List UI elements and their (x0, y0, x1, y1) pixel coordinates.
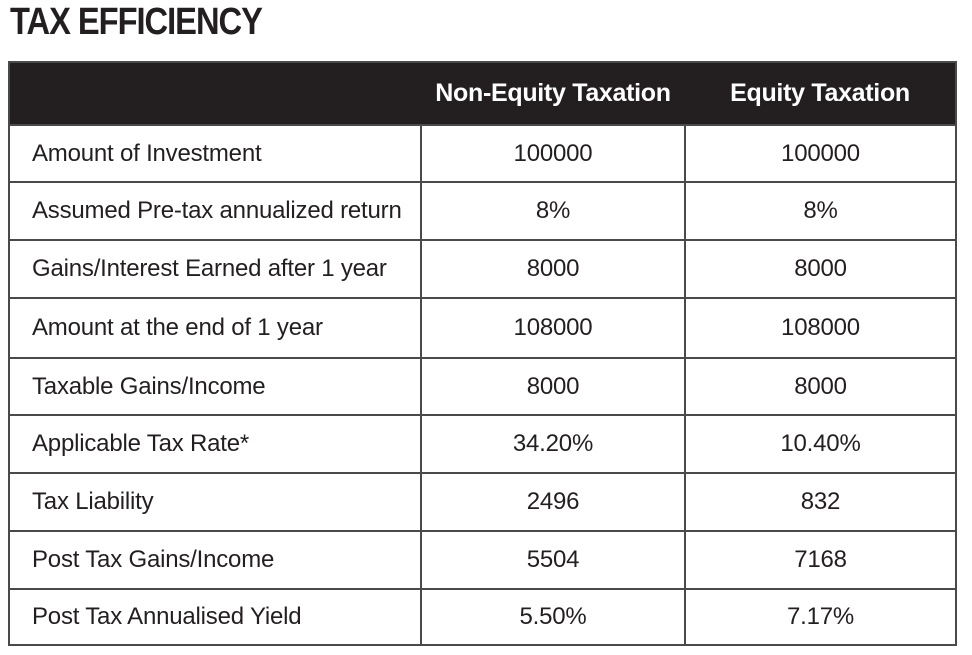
row-label: Gains/Interest Earned after 1 year (8, 239, 422, 299)
equity-value: 8% (684, 181, 957, 241)
non-equity-value: 34.20% (420, 414, 686, 474)
equity-value: 832 (684, 472, 957, 532)
row-label: Assumed Pre-tax annualized return (8, 181, 422, 241)
table-row: Assumed Pre-tax annualized return 8% 8% (8, 181, 957, 241)
row-label: Post Tax Gains/Income (8, 530, 422, 590)
header-equity-taxation: Equity Taxation (730, 79, 910, 107)
equity-value: 8000 (684, 239, 957, 299)
equity-value: 7168 (684, 530, 957, 590)
row-label: Tax Liability (8, 472, 422, 532)
equity-value: 10.40% (684, 414, 957, 474)
non-equity-value: 100000 (420, 124, 686, 183)
non-equity-value: 8% (420, 181, 686, 241)
table-row: Post Tax Gains/Income 5504 7168 (8, 530, 957, 590)
row-label: Post Tax Annualised Yield (8, 588, 422, 646)
table-row: Applicable Tax Rate* 34.20% 10.40% (8, 414, 957, 474)
row-label: Amount of Investment (8, 124, 422, 183)
equity-value: 108000 (684, 297, 957, 359)
row-label: Applicable Tax Rate* (8, 414, 422, 474)
page-title: TAX EFFICIENCY (10, 1, 263, 43)
non-equity-value: 8000 (420, 239, 686, 299)
header-blank-cell (9, 62, 421, 125)
non-equity-value: 108000 (420, 297, 686, 359)
non-equity-value: 8000 (420, 357, 686, 416)
table-row: Taxable Gains/Income 8000 8000 (8, 357, 957, 416)
table-row: Tax Liability 2496 832 (8, 472, 957, 532)
equity-value: 100000 (684, 124, 957, 183)
table-row: Amount at the end of 1 year 108000 10800… (8, 297, 957, 359)
equity-value: 7.17% (684, 588, 957, 646)
table-row: Gains/Interest Earned after 1 year 8000 … (8, 239, 957, 299)
non-equity-value: 5.50% (420, 588, 686, 646)
table-header-row: Non-Equity Taxation Equity Taxation (9, 62, 956, 125)
row-label: Amount at the end of 1 year (8, 297, 422, 359)
tax-efficiency-table: Non-Equity Taxation Equity Taxation Amou… (8, 61, 957, 646)
table-row: Amount of Investment 100000 100000 (8, 124, 957, 183)
equity-value: 8000 (684, 357, 957, 416)
row-label: Taxable Gains/Income (8, 357, 422, 416)
header-non-equity-taxation: Non-Equity Taxation (435, 79, 671, 107)
non-equity-value: 5504 (420, 530, 686, 590)
table-row: Post Tax Annualised Yield 5.50% 7.17% (8, 588, 957, 646)
non-equity-value: 2496 (420, 472, 686, 532)
